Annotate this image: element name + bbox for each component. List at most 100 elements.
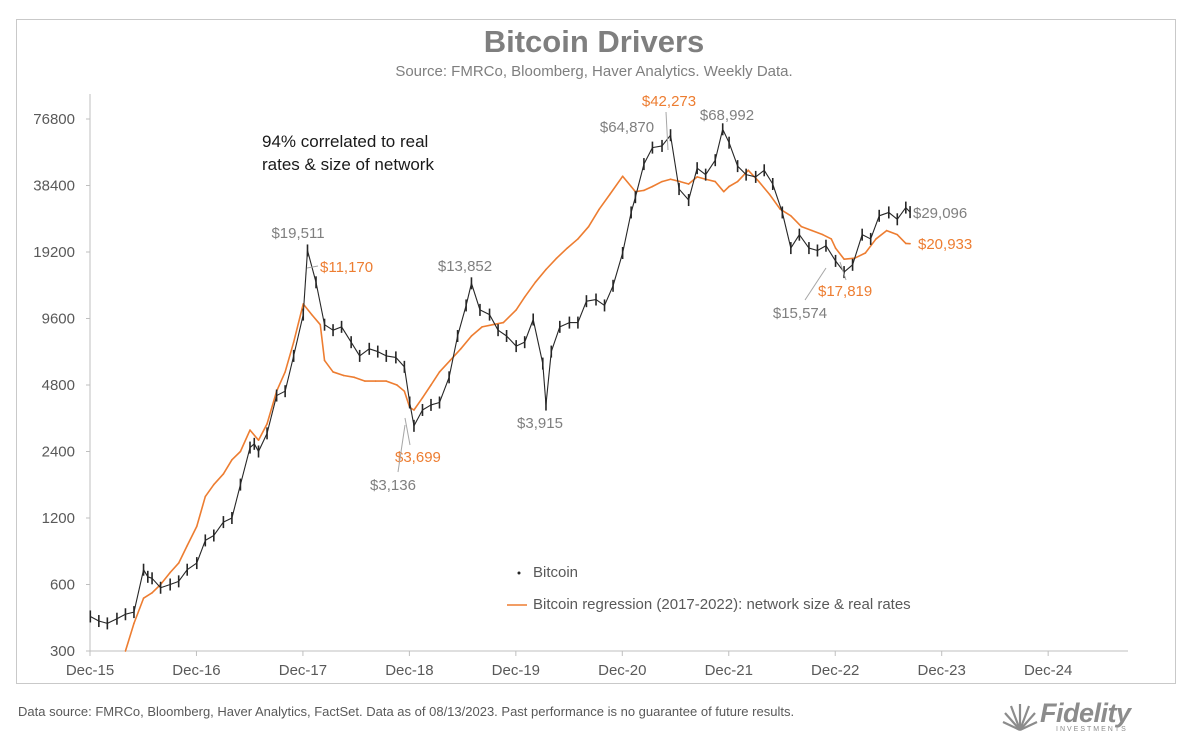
annotation-label: $17,819 [818, 283, 872, 300]
regression-segment [481, 323, 494, 328]
x-tick-label: Dec-17 [279, 662, 327, 679]
bitcoin-segment [186, 562, 198, 571]
bitcoin-segment [377, 351, 387, 357]
x-tick-label: Dec-20 [598, 662, 646, 679]
bitcoin-segment [465, 283, 472, 306]
regression-segment [555, 247, 569, 259]
annotation-label: $68,992 [700, 107, 754, 124]
bitcoin-segment [714, 129, 724, 161]
regression-segment [566, 238, 579, 249]
bitcoin-segment [178, 569, 188, 582]
bitcoin-segment [497, 329, 507, 337]
bitcoin-segment [489, 314, 499, 331]
x-tick-label: Dec-18 [385, 662, 433, 679]
regression-segment [896, 233, 907, 245]
bitcoin-segment [688, 168, 698, 201]
regression-segment [704, 178, 717, 183]
y-tick-label: 300 [50, 643, 75, 660]
regression-segment [332, 371, 345, 377]
bitcoin-segment [696, 167, 706, 176]
bitcoin-segment [550, 326, 561, 352]
bitcoin-segment [622, 212, 632, 254]
y-tick-label: 2400 [42, 444, 75, 461]
regression-segment [843, 257, 856, 260]
bitcoin-segment [888, 212, 898, 220]
x-tick-label: Dec-16 [172, 662, 220, 679]
regression-segment [470, 326, 483, 337]
chart-svg: 300 600 1200 2400 4800 9600 19200 38400 76800 Dec… [33, 93, 1128, 679]
regression-segment [460, 335, 473, 350]
regression-segment [249, 429, 260, 441]
x-tick-label: Dec-24 [1024, 662, 1072, 679]
regression-segment [169, 562, 180, 574]
regression-segment [133, 597, 145, 625]
bitcoin-segment [350, 341, 361, 357]
regression-segment [186, 525, 198, 547]
bitcoin-segment [413, 409, 423, 427]
bitcoin-segment [817, 245, 827, 251]
bitcoin-segment [403, 366, 411, 403]
bitcoin-segment [160, 583, 171, 589]
annotation-label: $42,273 [642, 93, 696, 110]
regression-segment [342, 374, 356, 379]
bitcoin-segment [870, 215, 880, 240]
y-tick-label: 76800 [33, 111, 75, 128]
regression-segment [643, 185, 654, 192]
x-tick-label: Dec-15 [66, 662, 114, 679]
bitcoin-segment [577, 300, 587, 323]
regression-segment [449, 348, 462, 362]
regression-segment [834, 247, 845, 260]
bitcoin-segment [728, 142, 739, 167]
bitcoin-segment [798, 234, 810, 249]
regression-segment [302, 303, 313, 316]
regression-segment [396, 384, 406, 392]
footer-note: Data source: FMRCo, Bloomberg, Haver Ana… [18, 704, 795, 719]
regression-segment [722, 185, 730, 193]
y-tick-label: 1200 [42, 510, 75, 527]
regression-segment [430, 371, 441, 386]
regression-segment [239, 429, 251, 453]
annotations: $19,511 $11,170 $13,852 $3,699 $3,136 $3,915 $… [271, 93, 972, 494]
regression-series [124, 169, 911, 652]
regression-segment [421, 384, 432, 399]
x-tick-label: Dec-21 [705, 662, 753, 679]
bitcoin-segment [879, 211, 889, 217]
annotation-leader [804, 267, 827, 301]
bitcoin-segment [457, 305, 467, 337]
y-tick-label: 9600 [42, 311, 75, 328]
bitcoin-segment [213, 521, 224, 536]
bitcoin-segment [896, 207, 907, 220]
annotation-leader [839, 261, 847, 281]
regression-segment [502, 309, 517, 324]
bitcoin-segment [470, 283, 481, 311]
y-tick-label: 38400 [33, 178, 75, 195]
bitcoin-segment [852, 234, 863, 265]
bitcoin-segment [231, 484, 241, 519]
bitcoin-segment [341, 326, 352, 343]
axes: 300 600 1200 2400 4800 9600 19200 38400 76800 Dec… [33, 94, 1128, 679]
regression-segment [811, 229, 824, 236]
annotation-label: $11,170 [320, 259, 373, 276]
regression-segment [577, 225, 590, 240]
bitcoin-segment [266, 395, 278, 434]
y-tick-label: 4800 [42, 377, 75, 394]
regression-segment [319, 323, 326, 362]
bitcoin-segment [302, 250, 309, 315]
regression-segment [830, 238, 837, 249]
regression-segment [515, 296, 526, 311]
bitcoin-segment [116, 613, 126, 620]
regression-segment [696, 176, 707, 181]
bitcoin-segment [169, 580, 179, 586]
annotation-leader [404, 417, 411, 446]
bitcoin-segment [205, 535, 215, 541]
bitcoin-segment [133, 569, 145, 613]
regression-segment [323, 359, 334, 373]
bitcoin-segment [448, 335, 459, 378]
regression-segment [790, 215, 803, 228]
bitcoin-segment [386, 355, 396, 358]
bitcoin-segment [745, 174, 756, 178]
regression-segment [403, 390, 411, 409]
regression-segment [630, 185, 637, 193]
bitcoin-segment [479, 309, 490, 316]
bitcoin-segment [306, 250, 317, 283]
